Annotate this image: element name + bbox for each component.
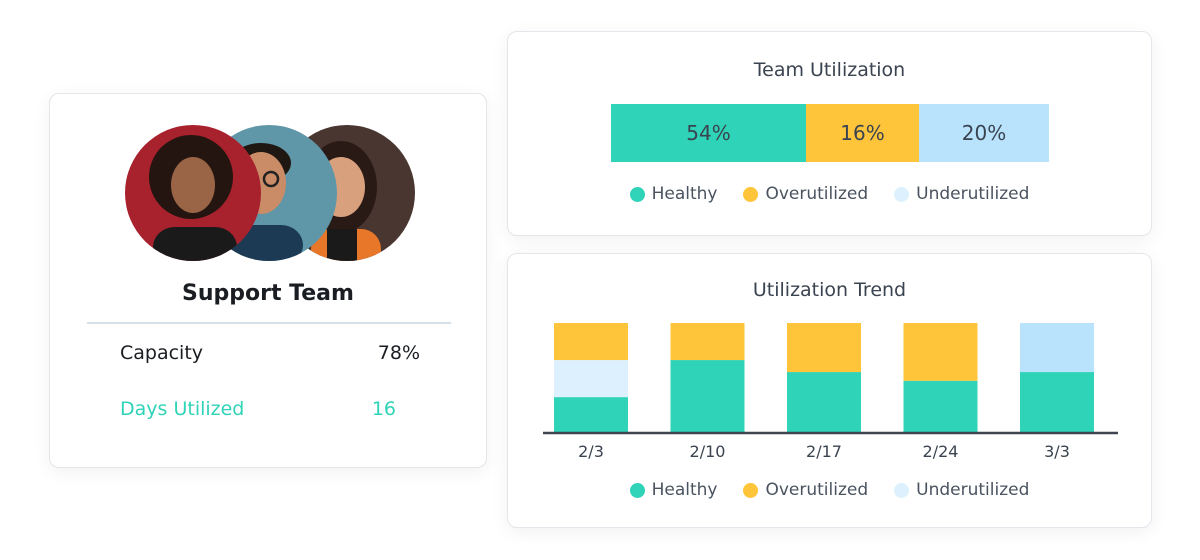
- utilization-bar: 54% 16% 20%: [611, 104, 1049, 162]
- bar-overutilized-2/24: [903, 323, 978, 381]
- legend: Healthy Overutilized Underutilized: [508, 184, 1151, 204]
- team-avatars: [125, 125, 415, 261]
- stat-capacity: Capacity 78%: [120, 342, 420, 364]
- bar-overutilized-2/17: [787, 323, 861, 373]
- bar-healthy-2/10: [670, 360, 745, 432]
- card-title: Team Utilization: [753, 59, 906, 81]
- dot-icon: [629, 482, 645, 498]
- bar-healthy-2/24: [903, 380, 978, 432]
- x-tick-label: 2/17: [806, 442, 842, 461]
- dot-icon: [743, 186, 759, 202]
- legend-underutilized: Underutilized: [894, 184, 1029, 204]
- x-tick-label: 3/3: [1044, 442, 1070, 461]
- x-tick-label: 2/10: [690, 442, 726, 461]
- team-utilization-card: Team Utilization 54% 16% 20% Healthy Ove…: [507, 31, 1152, 236]
- legend: Healthy Overutilized Underutilized: [508, 480, 1151, 500]
- stat-value: 16: [371, 398, 396, 420]
- bar-underutilized-2/3: [554, 360, 628, 398]
- dot-icon: [743, 482, 759, 498]
- legend-overutilized: Overutilized: [743, 184, 868, 204]
- stat-label: Days Utilized: [120, 398, 245, 420]
- utilization-trend-card: Utilization Trend 2/3 2/10 2/17 2/24 3/3 Hea…: [507, 253, 1152, 528]
- team-name: Support Team: [182, 281, 354, 306]
- dot-icon: [894, 186, 910, 202]
- x-tick-label: 2/24: [923, 442, 959, 461]
- stat-value: 78%: [377, 342, 420, 364]
- bar-overutilized-2/10: [670, 323, 745, 361]
- dot-icon: [629, 186, 645, 202]
- card-title: Utilization Trend: [752, 279, 907, 301]
- stat-days-utilized: Days Utilized 16: [120, 398, 420, 420]
- bar-underutilized-3/3: [1020, 323, 1094, 373]
- legend-overutilized: Overutilized: [743, 480, 868, 500]
- bar-healthy-2/17: [787, 372, 861, 432]
- legend-healthy: Healthy: [629, 480, 717, 500]
- dot-icon: [894, 482, 910, 498]
- avatar: [125, 125, 261, 261]
- segment-overutilized: 16%: [806, 104, 919, 162]
- legend-healthy: Healthy: [629, 184, 717, 204]
- x-tick-label: 2/3: [578, 442, 604, 461]
- bar-healthy-3/3: [1020, 372, 1094, 432]
- bar-healthy-2/3: [554, 397, 628, 432]
- stat-label: Capacity: [120, 342, 204, 364]
- trend-chart: 2/3 2/10 2/17 2/24 3/3: [543, 323, 1118, 461]
- team-card: Support Team Capacity 78% Days Utilized …: [49, 93, 487, 468]
- divider: [87, 322, 451, 324]
- bar-overutilized-2/3: [554, 323, 628, 361]
- legend-underutilized: Underutilized: [894, 480, 1029, 500]
- segment-underutilized: 20%: [919, 104, 1049, 162]
- segment-healthy: 54%: [611, 104, 806, 162]
